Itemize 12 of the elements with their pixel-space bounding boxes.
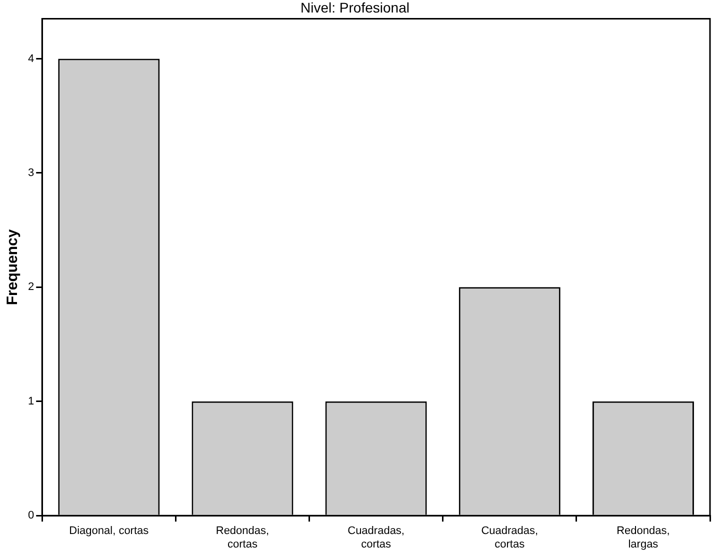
y-tick-label: 2 xyxy=(28,281,34,294)
chart-title: Nivel: Profesional xyxy=(300,0,410,16)
y-tick-label: 0 xyxy=(28,510,34,522)
x-tick-label: Diagonal, cortas xyxy=(69,525,150,538)
y-axis-title: Frequency xyxy=(4,228,22,306)
x-tick-label: Redondas, largas xyxy=(616,525,670,550)
x-tick-label: Cuadradas, cortas xyxy=(481,525,538,550)
y-tick-label: 4 xyxy=(28,52,34,65)
x-tick-label: Redondas, cortas xyxy=(216,525,270,550)
y-tick-label: 3 xyxy=(28,167,34,180)
x-tick-label: Cuadradas, cortas xyxy=(348,525,404,550)
y-tick-label: 1 xyxy=(28,395,34,408)
